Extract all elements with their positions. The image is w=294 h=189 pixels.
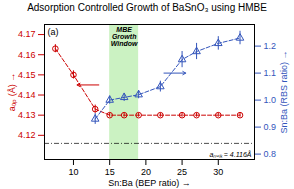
svg-text:30: 30 — [213, 167, 223, 177]
svg-text:25: 25 — [177, 167, 187, 177]
svg-text:1.0: 1.0 — [264, 95, 277, 105]
svg-text:4.12: 4.12 — [18, 130, 36, 140]
svg-text:1.2: 1.2 — [264, 41, 277, 51]
svg-text:Sn:Ba (BEP ratio) →: Sn:Ba (BEP ratio) → — [108, 178, 190, 188]
svg-text:4.17: 4.17 — [18, 29, 36, 39]
svg-text:4.15: 4.15 — [18, 70, 36, 80]
html-text:Adsorption Controlled Growth o: Adsorption Controlled Growth of BaSnO₃ u… — [27, 2, 267, 13]
svg-text:aₒₚ (Å) →: aₒₚ (Å) → — [7, 73, 18, 111]
svg-text:(a): (a) — [48, 27, 59, 37]
svg-text:20: 20 — [141, 167, 151, 177]
svg-text:1.1: 1.1 — [264, 68, 277, 78]
svg-text:4.16: 4.16 — [18, 50, 36, 60]
svg-text:0.9: 0.9 — [264, 122, 277, 132]
svg-text:MBEGrowthWindow: MBEGrowthWindow — [111, 26, 138, 47]
svg-text:4.14: 4.14 — [18, 90, 36, 100]
svg-text:0.8: 0.8 — [264, 149, 277, 159]
svg-text:aₙᵤₗₖ = 4.116Å: aₙᵤₗₖ = 4.116Å — [209, 150, 251, 158]
svg-text:10: 10 — [68, 167, 78, 177]
svg-text:4.13: 4.13 — [18, 110, 36, 120]
svg-text:Sn:Ba (RBS ratio) →: Sn:Ba (RBS ratio) → — [279, 50, 289, 133]
svg-text:15: 15 — [105, 167, 115, 177]
